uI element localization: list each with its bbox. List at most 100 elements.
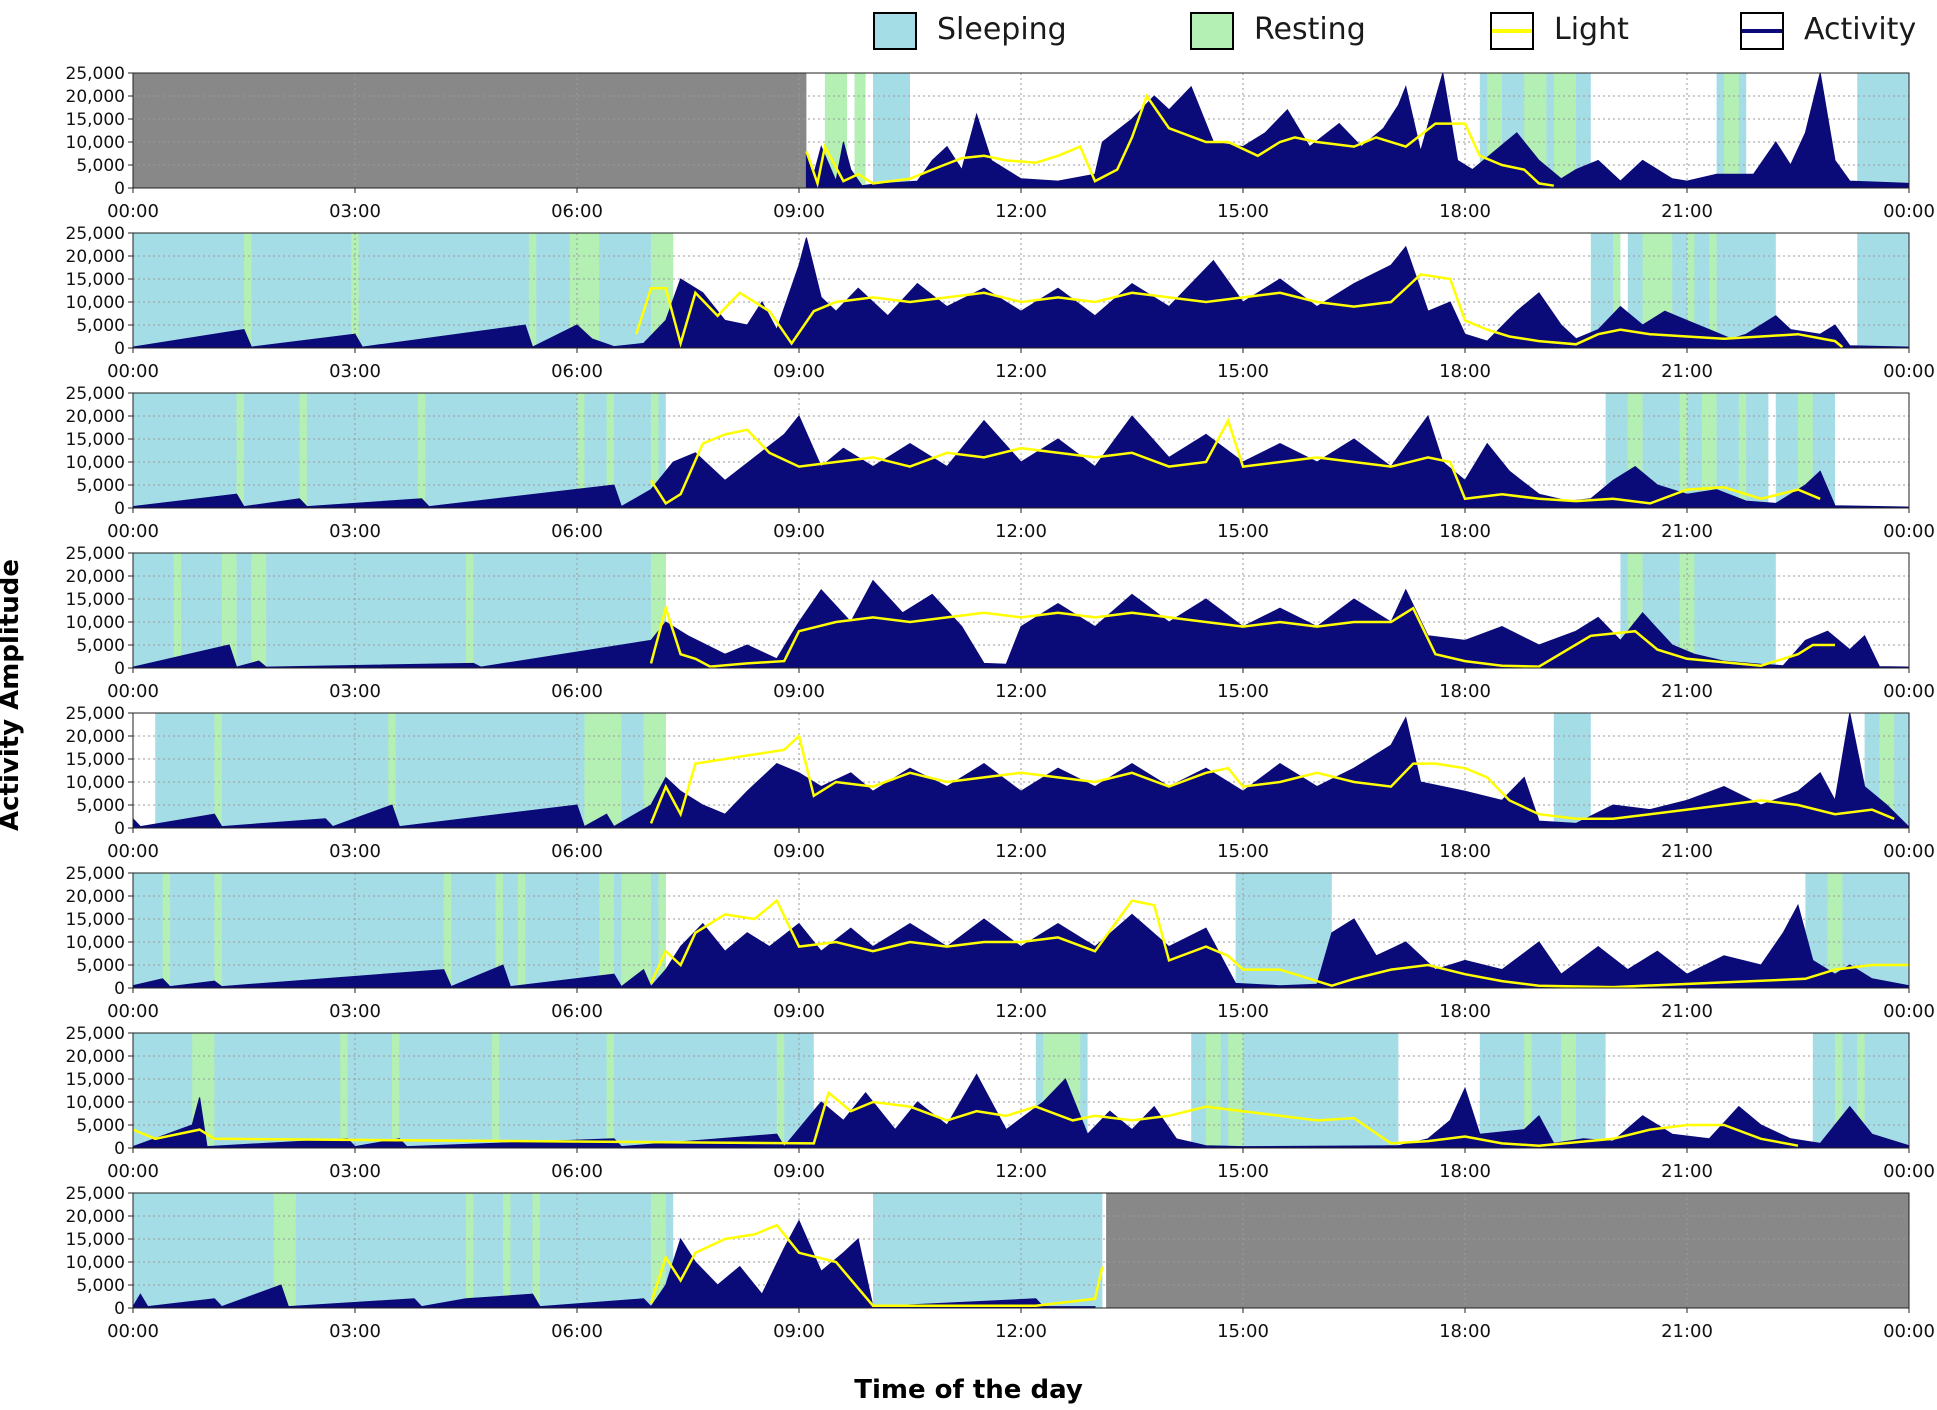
resting-band <box>1798 393 1813 508</box>
y-tick-label: 25,000 <box>66 224 125 244</box>
resting-band <box>173 553 182 668</box>
sleeping-band <box>1857 73 1909 188</box>
x-tick-label: 09:00 <box>773 1321 825 1342</box>
y-tick-label: 0 <box>114 659 125 679</box>
legend: Sleeping Resting Light Activity <box>0 6 1937 56</box>
y-tick-label: 15,000 <box>66 270 125 290</box>
activity-series <box>132 579 1910 669</box>
x-tick-label: 00:00 <box>107 521 159 542</box>
y-tick-label: 10,000 <box>66 453 125 473</box>
y-tick-label: 5,000 <box>76 796 125 816</box>
y-tick-label: 20,000 <box>66 887 125 907</box>
y-tick-label: 15,000 <box>66 590 125 610</box>
y-tick-label: 15,000 <box>66 910 125 930</box>
light-series <box>649 733 1895 824</box>
x-tick-label: 00:00 <box>1883 361 1935 382</box>
resting-band <box>273 1193 296 1308</box>
y-tick-label: 0 <box>114 979 125 999</box>
x-tick-label: 09:00 <box>773 841 825 862</box>
resting-band <box>1687 233 1695 348</box>
x-axis-label: Time of the day <box>854 1375 1083 1405</box>
resting-band <box>221 553 237 668</box>
sleeping-band <box>1553 713 1591 828</box>
x-tick-label: 06:00 <box>551 201 603 222</box>
x-tick-label: 15:00 <box>1217 361 1269 382</box>
light-line-icon <box>1492 29 1532 33</box>
sleeping-band <box>873 73 910 188</box>
resting-band <box>162 873 170 988</box>
x-tick-label: 03:00 <box>329 1321 381 1342</box>
activity-line-icon <box>1742 29 1782 33</box>
y-tick-label: 25,000 <box>66 1024 125 1044</box>
x-tick-label: 12:00 <box>995 1321 1047 1342</box>
activity-series <box>132 903 1910 989</box>
resting-band <box>1709 233 1717 348</box>
x-tick-label: 00:00 <box>1883 841 1935 862</box>
resting-band <box>491 1033 500 1148</box>
y-tick-label: 20,000 <box>66 567 125 587</box>
resting-band <box>577 393 585 508</box>
resting-band <box>417 393 426 508</box>
x-tick-label: 06:00 <box>551 1001 603 1022</box>
resting-band <box>1724 73 1739 188</box>
day-panel-6: 0 5,000 10,000 15,000 20,000 25,000 00:00 03:00… <box>66 864 1935 1022</box>
resting-band <box>244 233 252 348</box>
light-series <box>649 898 1909 989</box>
y-tick-label: 5,000 <box>76 316 125 336</box>
light-series <box>132 1090 1799 1147</box>
resting-band <box>1553 73 1576 188</box>
y-tick-label: 0 <box>114 499 125 519</box>
x-tick-label: 18:00 <box>1439 361 1491 382</box>
y-tick-label: 25,000 <box>66 384 125 404</box>
x-tick-label: 15:00 <box>1217 841 1269 862</box>
resting-band <box>1827 873 1843 988</box>
x-tick-label: 06:00 <box>551 1161 603 1182</box>
day-panel-5: 0 5,000 10,000 15,000 20,000 25,000 00:00 03:00… <box>66 704 1935 862</box>
x-tick-label: 15:00 <box>1217 1321 1269 1342</box>
light-series <box>649 417 1821 506</box>
no-data-band <box>133 73 807 188</box>
y-tick-label: 5,000 <box>76 1116 125 1136</box>
x-tick-label: 03:00 <box>329 841 381 862</box>
resting-band <box>1524 1033 1532 1148</box>
resting-band <box>351 233 359 348</box>
y-tick-label: 25,000 <box>66 704 125 724</box>
resting-band <box>1679 393 1687 508</box>
resting-band <box>1613 233 1621 348</box>
x-tick-label: 00:00 <box>107 361 159 382</box>
y-tick-label: 20,000 <box>66 727 125 747</box>
x-tick-label: 06:00 <box>551 361 603 382</box>
x-tick-label: 12:00 <box>995 841 1047 862</box>
day-panel-1: 0 5,000 10,000 15,000 20,000 25,000 00:00 03:00… <box>66 64 1935 222</box>
y-tick-label: 15,000 <box>66 110 125 130</box>
resting-band <box>236 393 244 508</box>
x-tick-label: 00:00 <box>1883 521 1935 542</box>
x-tick-label: 00:00 <box>107 1161 159 1182</box>
activity-series <box>805 72 1910 189</box>
resting-band <box>443 873 452 988</box>
x-tick-label: 09:00 <box>773 681 825 702</box>
x-tick-label: 09:00 <box>773 201 825 222</box>
x-tick-label: 15:00 <box>1217 1161 1269 1182</box>
legend-label-light: Light <box>1554 12 1629 47</box>
resting-band <box>299 393 307 508</box>
sleeping-band <box>133 873 666 988</box>
resting-band <box>1561 1033 1576 1148</box>
y-tick-label: 0 <box>114 179 125 199</box>
resting-band <box>1206 1033 1221 1148</box>
x-tick-label: 18:00 <box>1439 201 1491 222</box>
x-tick-label: 06:00 <box>551 681 603 702</box>
x-tick-label: 00:00 <box>107 201 159 222</box>
day-panel-7: 0 5,000 10,000 15,000 20,000 25,000 00:00 03:00… <box>66 1024 1935 1182</box>
resting-band <box>1228 1033 1243 1148</box>
resting-band <box>599 873 614 988</box>
resting-band <box>584 713 622 828</box>
resting-band <box>251 553 267 668</box>
x-tick-label: 21:00 <box>1661 201 1713 222</box>
x-tick-label: 15:00 <box>1217 521 1269 542</box>
y-tick-label: 20,000 <box>66 247 125 267</box>
x-tick-label: 18:00 <box>1439 1161 1491 1182</box>
x-tick-label: 00:00 <box>107 1001 159 1022</box>
y-tick-label: 5,000 <box>76 636 125 656</box>
resting-band <box>1879 713 1895 828</box>
